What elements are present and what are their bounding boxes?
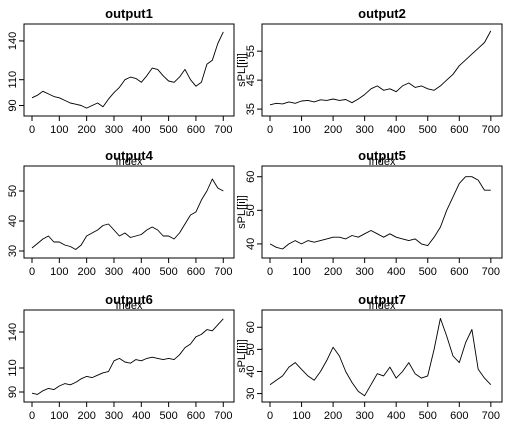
chart-title-output7: output7 <box>358 292 406 307</box>
x-tick-label: 400 <box>387 266 405 278</box>
x-tick-label: 700 <box>214 124 232 136</box>
x-tick-label: 100 <box>50 266 68 278</box>
y-tick-label: 50 <box>245 204 257 216</box>
x-tick-label: 500 <box>419 266 437 278</box>
y-tick-label: 60 <box>245 321 257 333</box>
chart-title-output2: output2 <box>358 6 406 21</box>
x-tick-label: 100 <box>292 124 310 136</box>
x-tick-label: 200 <box>324 410 342 422</box>
x-axis-label-output5: Index <box>369 156 396 168</box>
plot-frame-output5 <box>261 165 503 259</box>
plot-frame-output6 <box>23 309 235 403</box>
plot-frame-output2 <box>261 23 503 117</box>
y-tick-label: 35 <box>245 103 257 115</box>
series-line-output1 <box>31 31 224 109</box>
y-tick-label: 60 <box>245 171 257 183</box>
x-tick-label: 600 <box>450 266 468 278</box>
y-tick-label: 55 <box>245 45 257 57</box>
x-tick-label: 100 <box>292 410 310 422</box>
x-axis-label-output7: Index <box>369 300 396 312</box>
x-tick-label: 400 <box>132 266 150 278</box>
y-axis-label-output5: sPL[[i]] <box>236 195 248 229</box>
x-tick-label: 300 <box>105 124 123 136</box>
x-tick-label: 200 <box>77 124 95 136</box>
x-tick-label: 700 <box>214 266 232 278</box>
y-tick-label: 50 <box>7 185 19 197</box>
x-tick-label: 200 <box>77 266 95 278</box>
series-line-output7 <box>269 317 492 397</box>
plot-frame-output7 <box>261 309 503 403</box>
x-tick-label: 300 <box>355 410 373 422</box>
x-tick-label: 700 <box>482 124 500 136</box>
x-tick-label: 100 <box>50 124 68 136</box>
x-tick-label: 600 <box>187 124 205 136</box>
x-tick-label: 400 <box>387 410 405 422</box>
x-tick-label: 500 <box>159 124 177 136</box>
x-tick-label: 0 <box>267 410 273 422</box>
chart-title-output1: output1 <box>105 6 153 21</box>
x-tick-label: 300 <box>105 410 123 422</box>
x-axis-label-output4: Index <box>116 156 143 168</box>
y-axis-label-output2: sPL[[i]] <box>236 53 248 87</box>
plot-frame-output4 <box>23 165 235 259</box>
x-tick-label: 500 <box>419 410 437 422</box>
x-tick-label: 0 <box>267 124 273 136</box>
x-tick-label: 0 <box>267 266 273 278</box>
x-tick-label: 600 <box>450 124 468 136</box>
chart-title-output6: output6 <box>105 292 153 307</box>
x-tick-label: 500 <box>419 124 437 136</box>
x-tick-label: 600 <box>187 266 205 278</box>
x-tick-label: 400 <box>132 410 150 422</box>
x-tick-label: 600 <box>450 410 468 422</box>
x-tick-label: 700 <box>214 410 232 422</box>
series-line-output5 <box>269 176 491 250</box>
chart-title-output5: output5 <box>358 148 406 163</box>
chart-title-output4: output4 <box>105 148 153 163</box>
x-tick-label: 500 <box>159 266 177 278</box>
x-tick-label: 700 <box>482 266 500 278</box>
plot-frame-output1 <box>23 23 235 117</box>
y-tick-label: 50 <box>245 343 257 355</box>
x-tick-label: 100 <box>292 266 310 278</box>
y-tick-label: 90 <box>7 386 19 398</box>
y-tick-label: 110 <box>7 359 19 377</box>
y-tick-label: 30 <box>7 245 19 257</box>
x-tick-label: 200 <box>77 410 95 422</box>
x-tick-label: 0 <box>29 124 35 136</box>
y-tick-label: 45 <box>245 74 257 86</box>
x-tick-label: 700 <box>482 410 500 422</box>
x-tick-label: 200 <box>324 266 342 278</box>
x-tick-label: 300 <box>355 124 373 136</box>
y-tick-label: 140 <box>7 32 19 50</box>
y-tick-label: 40 <box>245 365 257 377</box>
y-tick-label: 140 <box>7 323 19 341</box>
x-tick-label: 500 <box>159 410 177 422</box>
y-tick-label: 90 <box>7 99 19 111</box>
y-tick-label: 40 <box>7 215 19 227</box>
y-tick-label: 110 <box>7 71 19 89</box>
x-tick-label: 600 <box>187 410 205 422</box>
x-tick-label: 400 <box>387 124 405 136</box>
x-tick-label: 100 <box>50 410 68 422</box>
series-line-output6 <box>31 318 224 395</box>
x-axis-label-output6: Index <box>116 300 143 312</box>
x-tick-label: 200 <box>324 124 342 136</box>
y-tick-label: 40 <box>245 238 257 250</box>
series-line-output4 <box>31 178 224 250</box>
x-tick-label: 400 <box>132 124 150 136</box>
series-line-output2 <box>269 30 492 106</box>
y-tick-label: 30 <box>245 387 257 399</box>
x-tick-label: 300 <box>355 266 373 278</box>
y-axis-label-output7: sPL[[i]] <box>236 339 248 373</box>
x-tick-label: 0 <box>29 410 35 422</box>
x-tick-label: 300 <box>105 266 123 278</box>
x-tick-label: 0 <box>29 266 35 278</box>
